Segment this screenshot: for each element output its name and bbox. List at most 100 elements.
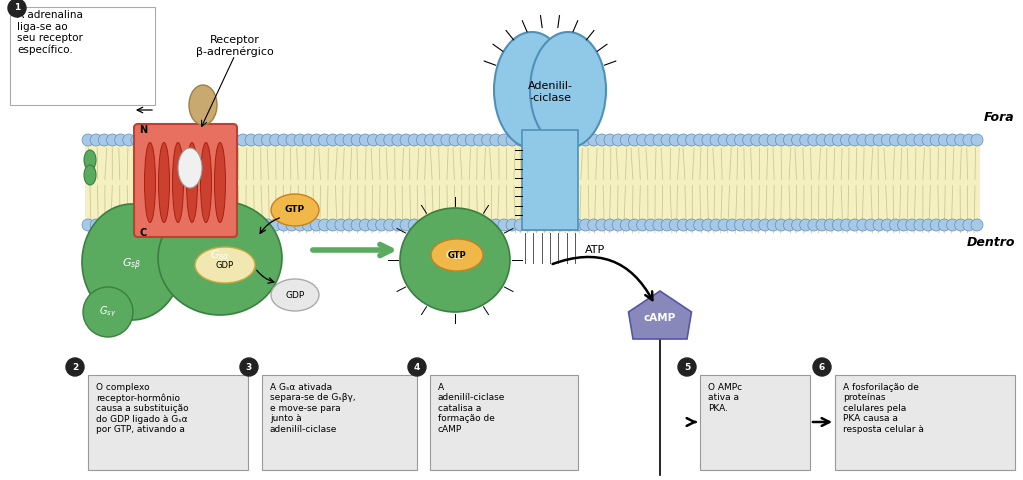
Ellipse shape xyxy=(271,194,319,226)
FancyBboxPatch shape xyxy=(134,124,237,237)
Circle shape xyxy=(897,219,909,231)
Circle shape xyxy=(531,219,542,231)
Circle shape xyxy=(579,134,591,146)
Text: GDP: GDP xyxy=(216,261,234,269)
Circle shape xyxy=(775,219,788,231)
Circle shape xyxy=(881,219,893,231)
Circle shape xyxy=(808,134,819,146)
Circle shape xyxy=(147,219,160,231)
Circle shape xyxy=(351,134,363,146)
Circle shape xyxy=(564,134,575,146)
Text: 6: 6 xyxy=(818,362,826,372)
Circle shape xyxy=(155,219,168,231)
Circle shape xyxy=(905,134,918,146)
Text: $G_{s\alpha}$: $G_{s\alpha}$ xyxy=(210,248,230,262)
Text: Fora: Fora xyxy=(984,111,1015,124)
Circle shape xyxy=(954,134,967,146)
Circle shape xyxy=(644,219,657,231)
Circle shape xyxy=(285,134,298,146)
Circle shape xyxy=(604,134,616,146)
Circle shape xyxy=(954,219,967,231)
Circle shape xyxy=(971,219,983,231)
Circle shape xyxy=(221,219,232,231)
Circle shape xyxy=(285,219,298,231)
Circle shape xyxy=(441,134,453,146)
Circle shape xyxy=(123,219,135,231)
Circle shape xyxy=(873,134,885,146)
Ellipse shape xyxy=(195,247,255,283)
Circle shape xyxy=(726,134,739,146)
Circle shape xyxy=(881,134,893,146)
Circle shape xyxy=(351,219,363,231)
Bar xyxy=(85,140,980,225)
Circle shape xyxy=(572,134,583,146)
Circle shape xyxy=(408,134,420,146)
Circle shape xyxy=(164,134,176,146)
Circle shape xyxy=(367,219,380,231)
Circle shape xyxy=(343,219,355,231)
Circle shape xyxy=(653,219,665,231)
Circle shape xyxy=(710,219,722,231)
Circle shape xyxy=(873,219,885,231)
Circle shape xyxy=(237,134,249,146)
Circle shape xyxy=(726,219,739,231)
Circle shape xyxy=(718,134,730,146)
Circle shape xyxy=(555,134,567,146)
Circle shape xyxy=(375,219,388,231)
Circle shape xyxy=(82,134,94,146)
Circle shape xyxy=(237,219,249,231)
Ellipse shape xyxy=(84,165,96,185)
Text: GTP: GTP xyxy=(448,251,466,260)
Circle shape xyxy=(155,134,168,146)
Circle shape xyxy=(367,134,380,146)
Circle shape xyxy=(564,219,575,231)
Circle shape xyxy=(98,219,110,231)
Text: O AMPc
ativa a
PKA.: O AMPc ativa a PKA. xyxy=(708,383,742,413)
Circle shape xyxy=(384,134,396,146)
Circle shape xyxy=(310,219,322,231)
Circle shape xyxy=(515,219,526,231)
Circle shape xyxy=(326,134,339,146)
Circle shape xyxy=(523,219,534,231)
Text: GDP: GDP xyxy=(285,290,305,300)
Circle shape xyxy=(213,134,224,146)
Circle shape xyxy=(905,219,918,231)
Circle shape xyxy=(784,134,796,146)
Circle shape xyxy=(123,134,135,146)
Bar xyxy=(835,375,1015,470)
Circle shape xyxy=(523,134,534,146)
Circle shape xyxy=(188,219,201,231)
Text: A
adenilíl-ciclase
catalisa a
formação de
cAMP: A adenilíl-ciclase catalisa a formação d… xyxy=(438,383,505,433)
Circle shape xyxy=(808,219,819,231)
Circle shape xyxy=(318,134,330,146)
Circle shape xyxy=(628,134,640,146)
Circle shape xyxy=(416,219,429,231)
Polygon shape xyxy=(628,291,692,339)
Circle shape xyxy=(302,134,314,146)
Circle shape xyxy=(90,134,102,146)
Circle shape xyxy=(240,358,258,376)
Circle shape xyxy=(408,358,426,376)
Circle shape xyxy=(555,219,567,231)
Ellipse shape xyxy=(530,32,606,148)
Text: cAMP: cAMP xyxy=(643,313,676,323)
Circle shape xyxy=(115,134,127,146)
Circle shape xyxy=(971,134,983,146)
Circle shape xyxy=(449,219,461,231)
Circle shape xyxy=(604,219,616,231)
Circle shape xyxy=(833,134,844,146)
Bar xyxy=(262,375,417,470)
Circle shape xyxy=(678,358,696,376)
Circle shape xyxy=(857,134,869,146)
Circle shape xyxy=(775,134,788,146)
Circle shape xyxy=(400,134,412,146)
Text: A adrenalina
liga-se ao
seu receptor
específico.: A adrenalina liga-se ao seu receptor esp… xyxy=(17,10,83,55)
Circle shape xyxy=(922,134,934,146)
Circle shape xyxy=(326,219,339,231)
Circle shape xyxy=(595,134,608,146)
Circle shape xyxy=(685,219,698,231)
Circle shape xyxy=(849,134,860,146)
Circle shape xyxy=(816,134,828,146)
Text: Receptor
β-adrenérgico: Receptor β-adrenérgico xyxy=(196,35,274,57)
Circle shape xyxy=(669,219,681,231)
